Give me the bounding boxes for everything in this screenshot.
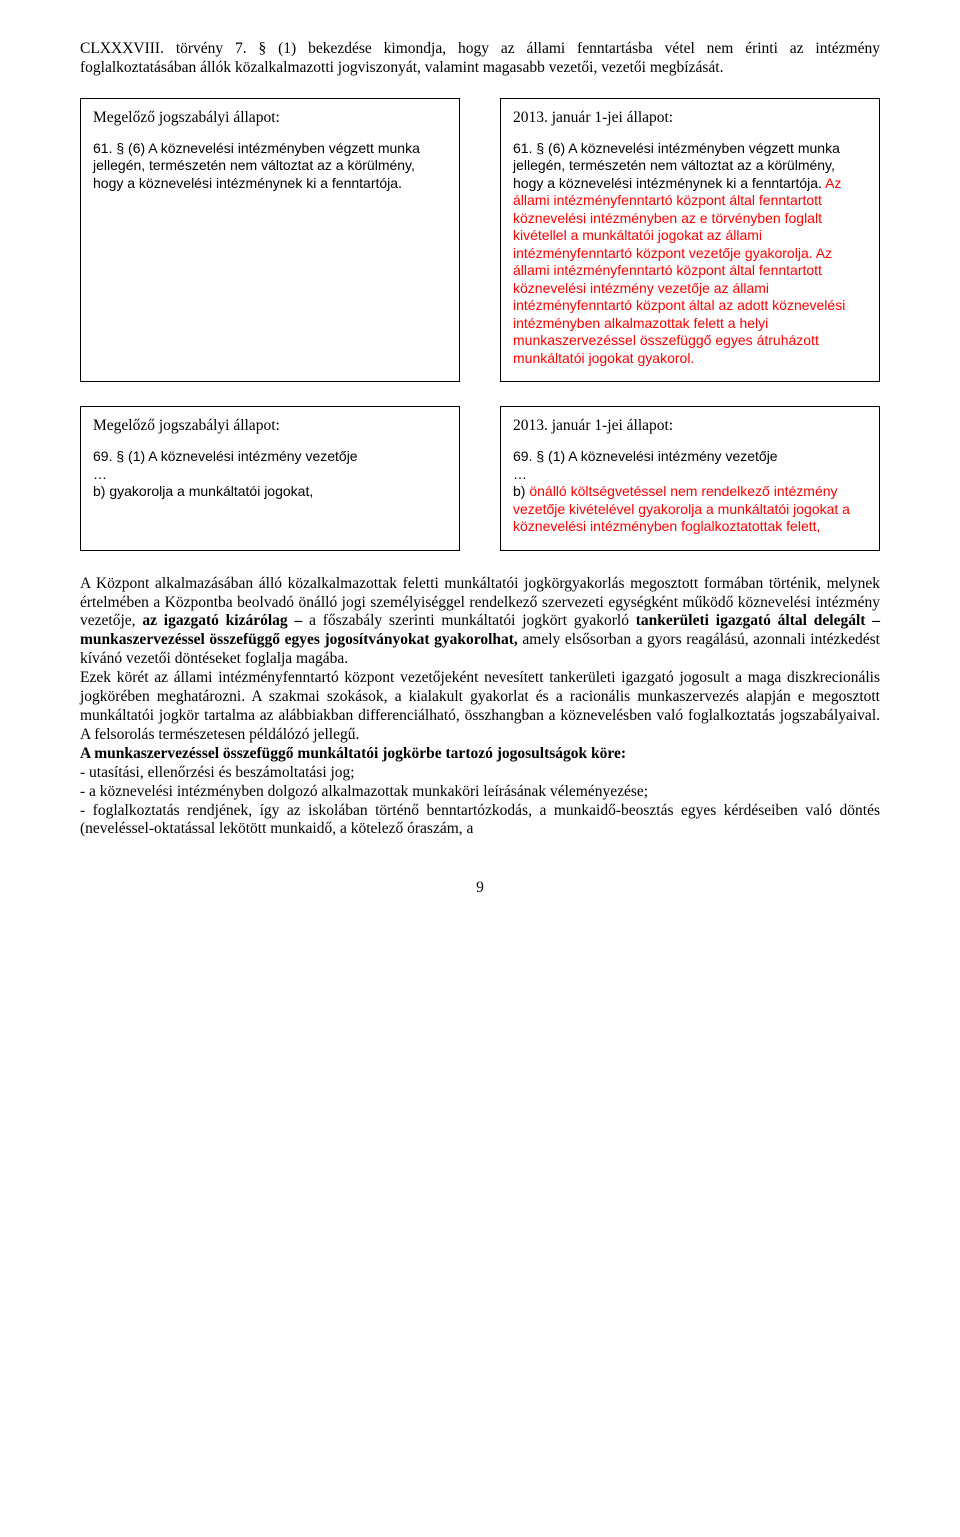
intro-paragraph: CLXXXVIII. törvény 7. § (1) bekezdése ki… (80, 40, 880, 78)
paragraph-2: Ezek körét az állami intézményfenntartó … (80, 669, 880, 745)
box-right-1-body: 61. § (6) A köznevelési intézményben vég… (513, 140, 867, 368)
page-number: 9 (80, 879, 880, 898)
main-text-block: A Központ alkalmazásában álló közalkalma… (80, 575, 880, 840)
box-right-1: 2013. január 1-jei állapot: 61. § (6) A … (500, 98, 880, 382)
para1-mid1: a főszabály szerinti munkáltatói jogkört… (309, 612, 636, 629)
box-left-1: Megelőző jogszabályi állapot: 61. § (6) … (80, 98, 460, 382)
box-left-2-body: 69. § (1) A köznevelési intézmény vezető… (93, 448, 447, 501)
box-right-2-body-red: önálló költségvetéssel nem rendelkező in… (513, 483, 850, 534)
comparison-row-1: Megelőző jogszabályi állapot: 61. § (6) … (80, 98, 880, 382)
box-left-2-head: Megelőző jogszabályi állapot: (93, 417, 447, 436)
para1-bold-1: az igazgató kizárólag – (142, 612, 309, 629)
box-left-2: Megelőző jogszabályi állapot: 69. § (1) … (80, 406, 460, 550)
box-left-1-body: 61. § (6) A köznevelési intézményben vég… (93, 140, 447, 193)
box-right-2: 2013. január 1-jei állapot: 69. § (1) A … (500, 406, 880, 550)
subheading: A munkaszervezéssel összefüggő munkáltat… (80, 745, 880, 764)
bullet-1: - utasítási, ellenőrzési és beszámoltatá… (80, 764, 880, 783)
box-right-1-body-black: 61. § (6) A köznevelési intézményben vég… (513, 140, 840, 191)
box-left-1-head: Megelőző jogszabályi állapot: (93, 109, 447, 128)
bullet-3: - foglalkoztatás rendjének, így az iskol… (80, 802, 880, 840)
paragraph-1: A Központ alkalmazásában álló közalkalma… (80, 575, 880, 670)
box-right-1-body-red: Az állami intézményfenntartó központ ált… (513, 175, 845, 366)
comparison-row-2: Megelőző jogszabályi állapot: 69. § (1) … (80, 406, 880, 550)
bullet-2: - a köznevelési intézményben dolgozó alk… (80, 783, 880, 802)
box-right-2-head: 2013. január 1-jei állapot: (513, 417, 867, 436)
box-right-1-head: 2013. január 1-jei állapot: (513, 109, 867, 128)
box-right-2-body: 69. § (1) A köznevelési intézmény vezető… (513, 448, 867, 536)
